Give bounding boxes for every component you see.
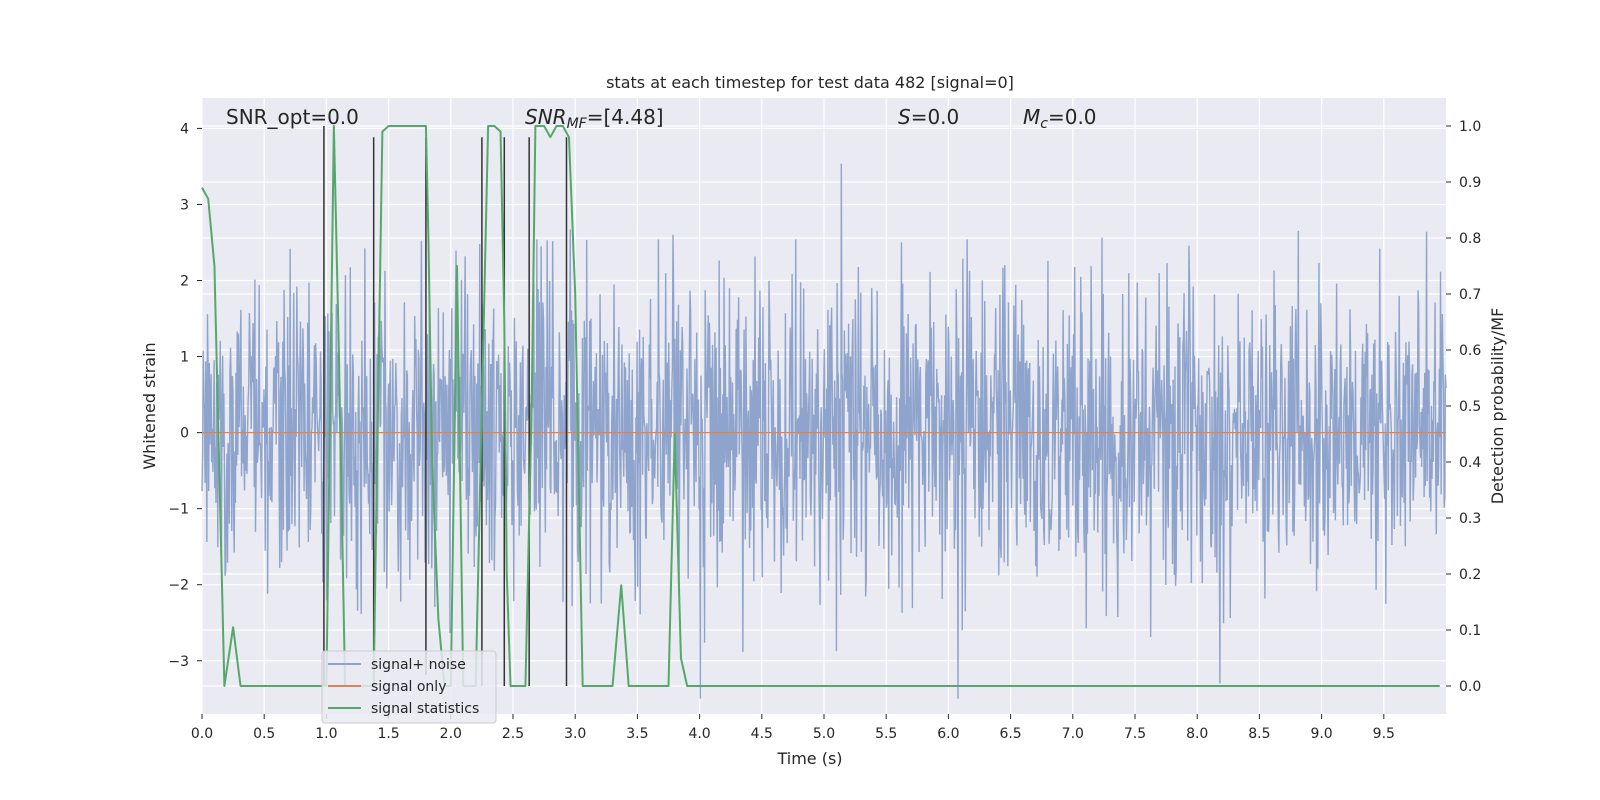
annotation-snr-mf-sub: MF	[567, 116, 588, 132]
y-left-tick-label-6: 3	[180, 197, 189, 213]
y-left-tick-label-3: 0	[180, 426, 189, 442]
series-signal-plus-noise	[201, 163, 1447, 699]
y-right-tick-label-9: 0.9	[1459, 175, 1481, 191]
y-right-tick-label-10: 1.0	[1459, 119, 1481, 135]
annotation-snr-mf-main: SNR	[525, 105, 567, 129]
y-left-tick-label-7: 4	[180, 121, 189, 137]
legend-label-signal-only: signal only	[371, 679, 446, 695]
x-axis-ticks: 0.0 0.5 1.0 1.5 2.0 2.5 3.0 3.5 4.0 4.5 5.0 5.5 6.0 6…	[191, 714, 1395, 742]
y-right-tick-label-5: 0.5	[1459, 399, 1481, 415]
annotation-mc-main: M	[1023, 105, 1040, 129]
x-tick-label-15: 7.5	[1124, 726, 1146, 742]
x-tick-label-17: 8.5	[1248, 726, 1270, 742]
x-tick-label-16: 8.0	[1186, 726, 1208, 742]
x-tick-label-6: 3.0	[564, 726, 586, 742]
x-tick-label-19: 9.5	[1373, 726, 1395, 742]
x-tick-label-13: 6.5	[999, 726, 1021, 742]
annotation-mc-rest: =0.0	[1048, 105, 1097, 129]
legend: signal+ noise signal only signal statist…	[321, 650, 497, 724]
y-right-tick-label-0: 0.0	[1459, 679, 1481, 695]
annotation-s-rest: =0.0	[911, 105, 960, 129]
legend-label-signal-plus-noise: signal+ noise	[371, 657, 466, 673]
x-tick-label-2: 1.0	[315, 726, 337, 742]
y-right-tick-label-1: 0.1	[1459, 623, 1481, 639]
x-axis-label: Time (s)	[776, 749, 842, 768]
y-right-axis-ticks: 0.0 0.1 0.2 0.3 0.4 0.5 0.6 0.7 0.8 0.9 1.0	[1446, 119, 1481, 695]
annotation-s: S=0.0	[898, 105, 959, 129]
x-tick-label-4: 2.0	[440, 726, 462, 742]
x-tick-label-5: 2.5	[502, 726, 524, 742]
x-tick-label-11: 5.5	[875, 726, 897, 742]
x-tick-label-12: 6.0	[937, 726, 959, 742]
y-right-tick-label-7: 0.7	[1459, 287, 1481, 303]
y-right-tick-label-3: 0.3	[1459, 511, 1481, 527]
annotation-s-main: S	[898, 105, 911, 129]
annotation-snr-opt: SNR_opt=0.0	[226, 105, 359, 129]
y-left-tick-label-4: 1	[180, 350, 189, 366]
y-left-tick-label-1: −2	[168, 578, 189, 594]
series-signal-statistics	[201, 125, 1440, 687]
x-tick-label-18: 9.0	[1310, 726, 1332, 742]
y-right-tick-label-2: 0.2	[1459, 567, 1481, 583]
y-right-tick-label-8: 0.8	[1459, 231, 1481, 247]
y-right-tick-label-4: 0.4	[1459, 455, 1481, 471]
x-tick-label-14: 7.0	[1062, 726, 1084, 742]
y-right-tick-label-6: 0.6	[1459, 343, 1481, 359]
noise-line	[201, 163, 1447, 699]
x-tick-label-10: 5.0	[813, 726, 835, 742]
y-left-axis-label: Whitened strain	[140, 342, 159, 469]
x-tick-label-3: 1.5	[377, 726, 399, 742]
annotation-mc: Mc=0.0	[1023, 105, 1097, 132]
legend-box	[321, 650, 497, 724]
y-left-tick-label-5: 2	[180, 274, 189, 290]
x-tick-label-9: 4.5	[751, 726, 773, 742]
annotation-mc-sub: c	[1040, 116, 1048, 132]
chart-title: stats at each timestep for test data 482…	[606, 73, 1014, 92]
legend-label-signal-statistics: signal statistics	[371, 701, 479, 717]
y-left-tick-label-0: −3	[168, 654, 189, 670]
annotation-snr-mf-rest: =[4.48]	[587, 105, 664, 129]
annotation-snr-mf: SNRMF=[4.48]	[525, 105, 664, 132]
y-left-axis-ticks: −3 −2 −1 0 1 2 3 4	[168, 121, 202, 670]
stats-line	[201, 125, 1440, 687]
x-tick-label-0: 0.0	[191, 726, 213, 742]
x-tick-label-8: 4.0	[688, 726, 710, 742]
y-right-axis-label: Detection probability/MF	[1488, 308, 1507, 505]
y-left-tick-label-2: −1	[168, 502, 189, 518]
x-tick-label-7: 3.5	[626, 726, 648, 742]
x-tick-label-1: 0.5	[253, 726, 275, 742]
